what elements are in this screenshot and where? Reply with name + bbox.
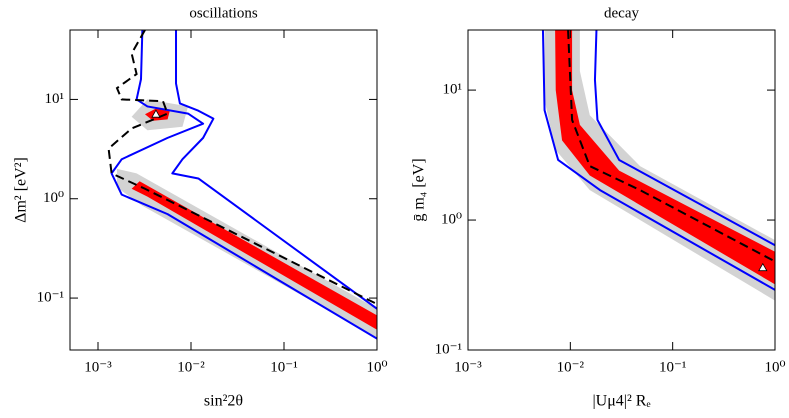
contour-line [110, 30, 377, 340]
x-tick-label: 10⁰ [366, 359, 387, 375]
dashed-contour [107, 30, 377, 305]
x-tick-label: 10⁻² [557, 359, 585, 375]
y-tick-label: 10⁻¹ [37, 290, 64, 306]
chart-title: oscillations [189, 5, 257, 21]
best-fit-marker [151, 109, 161, 118]
x-tick-label: 10⁻¹ [270, 359, 297, 375]
best-fit-marker [758, 262, 768, 272]
x-tick-label: 10⁰ [764, 359, 785, 375]
y-axis-label: Δm² [eV²] [13, 157, 30, 223]
y-tick-label: 10⁰ [441, 211, 462, 227]
chart-title: decay [604, 5, 639, 21]
contour-line [593, 30, 775, 247]
plot-area [107, 30, 377, 340]
dashed-contour [567, 30, 775, 263]
x-tick-label: 10⁻³ [454, 359, 482, 375]
confidence-region [131, 181, 377, 330]
x-tick-label: 10⁻¹ [659, 359, 686, 375]
y-axis-label: ḡ m₄ [eV] [411, 158, 428, 221]
y-tick-label: 10¹ [45, 91, 65, 107]
x-axis-label: sin²2θ [204, 393, 243, 410]
y-tick-label: 10⁻¹ [435, 341, 462, 357]
y-tick-label: 10⁰ [43, 190, 64, 206]
contour-line [541, 30, 775, 291]
plot-area [541, 30, 775, 301]
x-tick-label: 10⁻² [177, 359, 205, 375]
y-tick-label: 10¹ [443, 82, 463, 98]
x-tick-label: 10⁻³ [84, 359, 112, 375]
plot-frame [69, 29, 378, 351]
plot-frame [467, 29, 776, 351]
confidence-region [555, 30, 775, 285]
x-axis-label: |Uμ4|² Rₑ [592, 393, 650, 410]
contour-line [171, 30, 377, 310]
